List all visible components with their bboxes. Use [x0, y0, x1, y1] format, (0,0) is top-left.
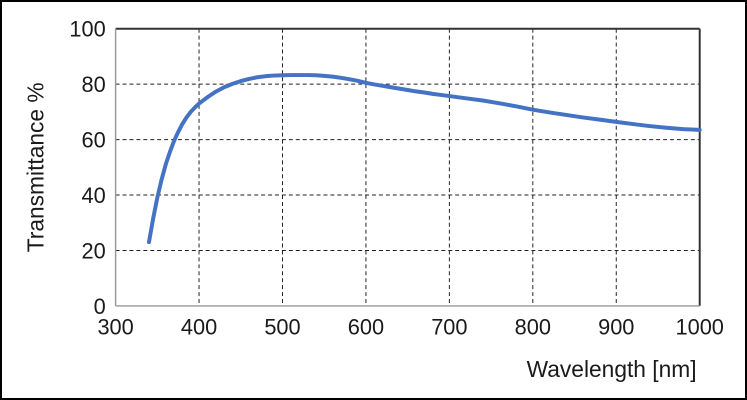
- x-tick-label: 900: [598, 315, 634, 340]
- x-tick-label: 600: [348, 315, 384, 340]
- y-tick-label: 100: [69, 17, 105, 42]
- y-tick-label: 40: [81, 183, 105, 208]
- x-tick-label: 300: [97, 315, 133, 340]
- transmittance-curve: [146, 73, 702, 245]
- x-axis-title: Wavelength [nm]: [527, 356, 697, 382]
- x-tick-label: 1000: [675, 315, 723, 340]
- y-tick-label: 0: [94, 294, 106, 319]
- x-axis-tick-labels: 300 400 500 600 700 800 900 1000: [97, 315, 723, 340]
- axes: [114, 27, 701, 307]
- x-tick-label: 700: [431, 315, 467, 340]
- x-tick-label: 400: [181, 315, 217, 340]
- x-tick-label: 800: [515, 315, 551, 340]
- series-lines: [146, 73, 702, 245]
- y-tick-label: 20: [81, 238, 105, 263]
- y-tick-label: 80: [81, 72, 105, 97]
- y-tick-label: 60: [81, 128, 105, 153]
- y-axis-title: Transmittance %: [22, 82, 48, 252]
- x-tick-label: 500: [264, 315, 300, 340]
- gridlines: [115, 28, 700, 306]
- y-axis-tick-labels: 0 20 40 60 80 100: [69, 17, 105, 319]
